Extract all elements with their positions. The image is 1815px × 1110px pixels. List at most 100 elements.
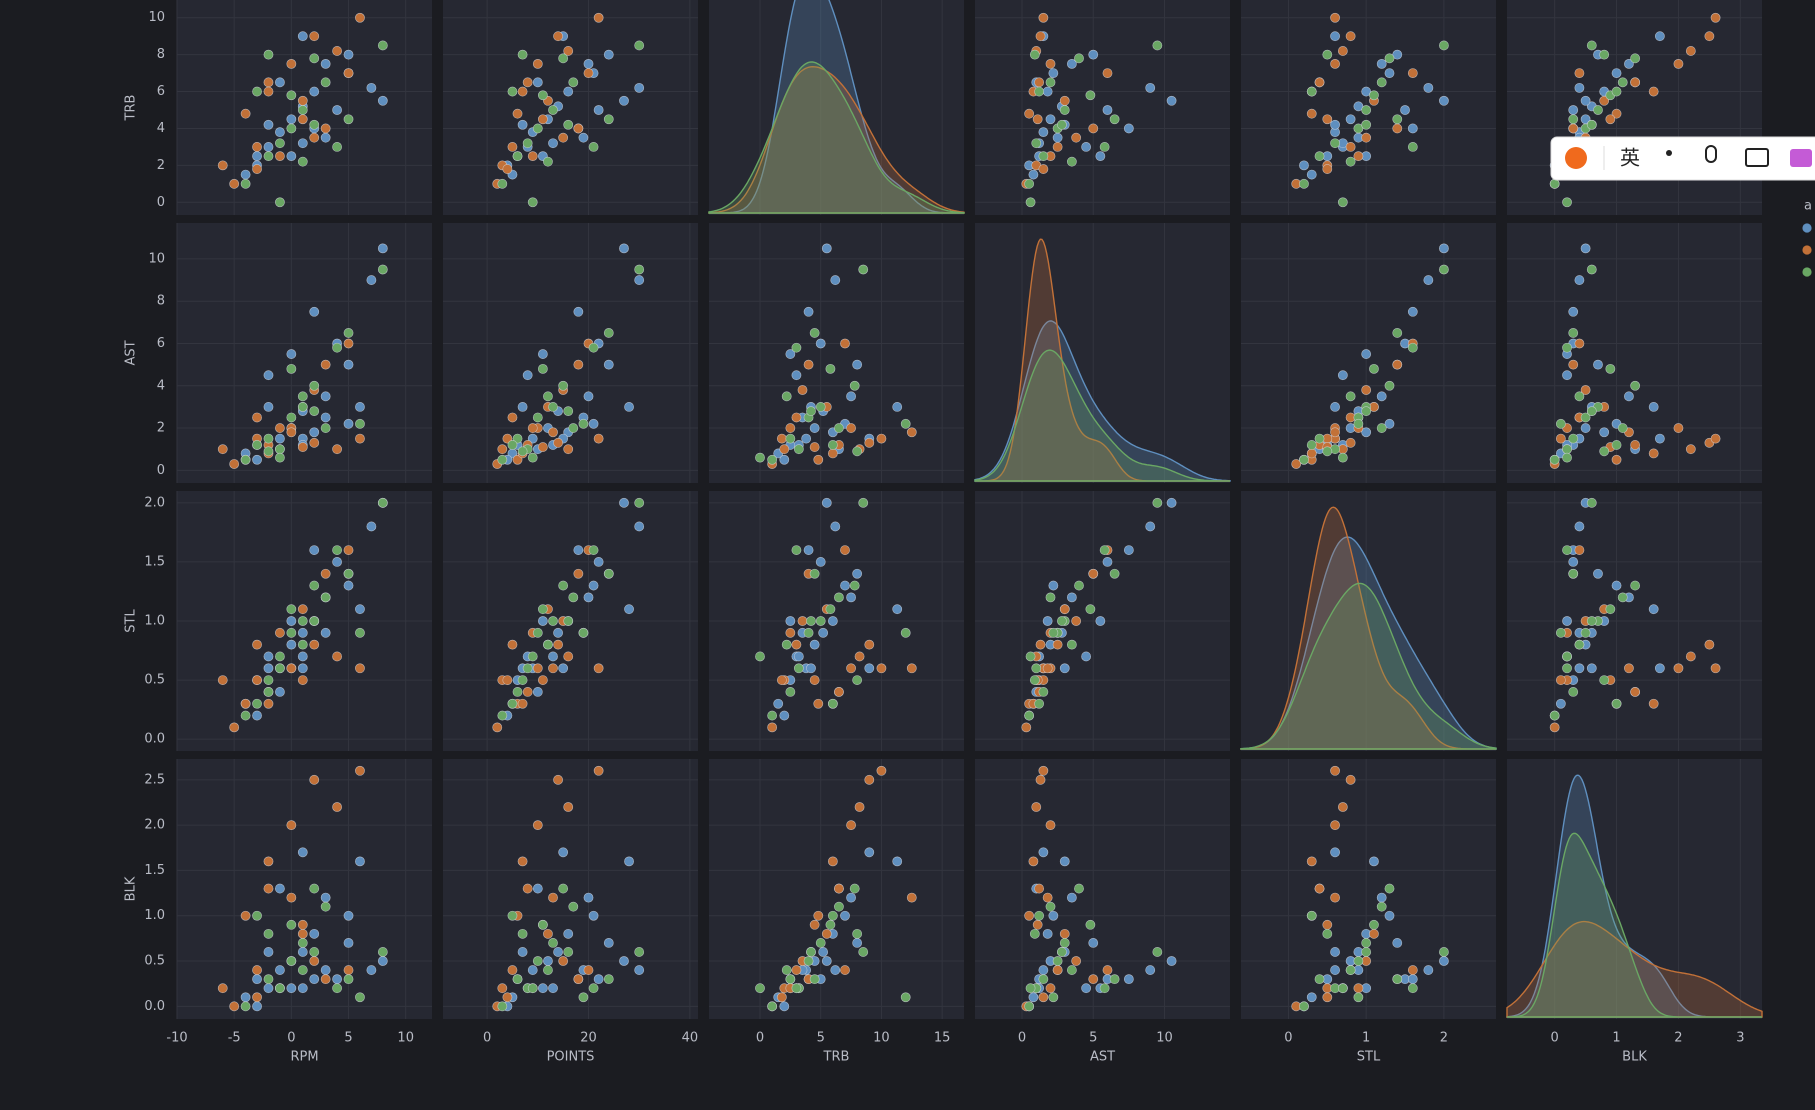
scatter-point — [497, 710, 508, 721]
scatter-point — [1145, 521, 1156, 532]
scatter-point — [846, 892, 856, 903]
ime-mic[interactable] — [1705, 145, 1717, 163]
scatter-point — [619, 497, 629, 508]
legend-marker — [1802, 267, 1812, 277]
scatter-point — [240, 992, 251, 1003]
scatter-point — [517, 49, 528, 60]
scatter-point — [252, 910, 262, 921]
panel-background — [709, 0, 964, 215]
scatter-point — [821, 243, 832, 254]
scatter-point — [517, 928, 528, 939]
scatter-point — [593, 12, 604, 23]
scatter-point — [263, 433, 274, 444]
scatter-point — [1673, 663, 1684, 674]
scatter-point — [1574, 275, 1585, 285]
scatter-point — [252, 675, 262, 685]
scatter-point — [1369, 928, 1379, 939]
y-axis-label: TRB — [124, 95, 139, 122]
scatter-point — [803, 956, 814, 966]
scatter-point — [297, 391, 308, 402]
scatter-point — [240, 698, 251, 709]
scatter-point — [1611, 440, 1622, 450]
y-tick-label: 2.0 — [144, 818, 165, 833]
scatter-point — [1562, 342, 1572, 353]
scatter-point — [1648, 448, 1659, 459]
scatter-point — [1088, 123, 1099, 134]
ime-language[interactable]: 英 — [1620, 146, 1640, 170]
scatter-point — [522, 687, 533, 697]
scatter-point — [1353, 956, 1364, 966]
scatter-point — [900, 627, 911, 638]
scatter-point — [527, 197, 538, 208]
scatter-point — [791, 545, 802, 555]
scatter-point — [1407, 965, 1418, 975]
scatter-point — [1306, 169, 1317, 180]
scatter-point — [1059, 95, 1070, 106]
kde-area — [974, 349, 1230, 482]
scatter-point — [252, 151, 262, 162]
scatter-point — [1361, 947, 1372, 957]
x-tick-label: 3 — [1736, 1031, 1744, 1046]
panel — [1507, 0, 1762, 215]
scatter-point — [355, 627, 365, 638]
scatter-point — [1361, 349, 1372, 359]
scatter-point — [892, 402, 903, 412]
scatter-point — [332, 105, 342, 115]
scatter-point — [286, 151, 297, 162]
scatter-point — [1038, 765, 1049, 776]
scatter-point — [827, 440, 838, 450]
scatter-point — [1102, 965, 1113, 975]
y-tick-label: 0.5 — [144, 673, 165, 688]
scatter-point — [588, 342, 599, 353]
ime-keyboard[interactable] — [1745, 148, 1769, 167]
scatter-point — [1648, 698, 1659, 709]
x-axis-label: BLK — [1622, 1050, 1647, 1065]
y-tick-label: 2.5 — [144, 772, 165, 787]
ime-punct[interactable] — [1666, 150, 1672, 156]
scatter-point — [355, 663, 365, 674]
scatter-point — [548, 138, 558, 149]
scatter-point — [876, 663, 887, 674]
scatter-point — [1407, 342, 1418, 353]
scatter-point — [240, 454, 251, 465]
scatter-point — [858, 947, 869, 957]
scatter-point — [507, 639, 518, 650]
scatter-point — [1648, 604, 1659, 615]
scatter-point — [1052, 142, 1063, 152]
scatter-point — [1330, 12, 1340, 23]
scatter-point — [286, 412, 297, 423]
scatter-point — [1059, 938, 1070, 948]
scatter-point — [1166, 497, 1177, 508]
scatter-point — [240, 178, 251, 189]
scatter-point — [563, 616, 574, 626]
scatter-point — [1648, 402, 1659, 412]
scatter-point — [1066, 58, 1077, 69]
y-axis-label: AST — [124, 340, 139, 365]
scatter-point — [1353, 992, 1364, 1003]
scatter-point — [1038, 127, 1049, 138]
scatter-point — [309, 974, 320, 985]
scatter-point — [1038, 965, 1049, 975]
scatter-point — [1038, 992, 1049, 1003]
x-tick-label: 5 — [344, 1031, 352, 1046]
scatter-point — [252, 965, 262, 975]
scatter-point — [821, 956, 832, 966]
scatter-point — [497, 983, 508, 994]
scatter-point — [1580, 95, 1591, 106]
scatter-point — [849, 380, 860, 391]
scatter-point — [785, 627, 796, 638]
legend-title: a — [1804, 199, 1812, 214]
scatter-point — [1322, 114, 1333, 125]
scatter-point — [1562, 545, 1572, 555]
x-tick-label: 15 — [934, 1031, 951, 1046]
scatter-point — [588, 910, 599, 921]
ime-skin[interactable] — [1790, 149, 1812, 167]
scatter-point — [1337, 802, 1348, 812]
scatter-point — [275, 651, 285, 662]
panel — [1240, 491, 1497, 751]
scatter-point — [1088, 49, 1099, 60]
scatter-point — [1630, 380, 1641, 391]
scatter-point — [1031, 802, 1042, 812]
scatter-point — [320, 132, 331, 143]
scatter-point — [1085, 90, 1096, 101]
